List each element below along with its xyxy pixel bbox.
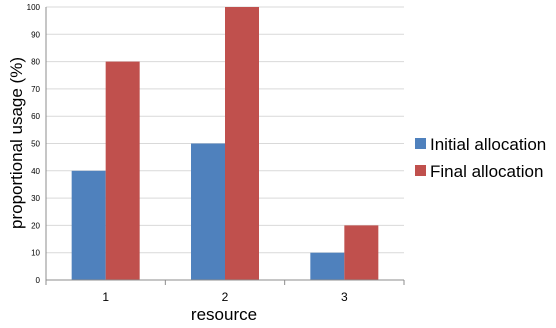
y-tick-label: 100 [27,3,41,12]
legend-swatch [415,165,426,176]
bar-final-allocation-1 [105,61,140,280]
y-tick-label: 0 [36,276,41,285]
y-tick-label: 50 [31,140,40,149]
x-tick-labels: 1 2 3 [102,290,348,304]
legend-swatch [415,138,426,149]
y-tick-label: 80 [31,58,40,67]
x-axis-title: resource [191,305,257,324]
x-tick-label: 3 [341,290,348,304]
legend: Initial allocation Final allocation [415,135,546,181]
y-tick-labels: 0 10 20 30 40 50 60 70 80 90 100 [27,3,41,285]
legend-label: Final allocation [430,162,543,181]
y-tick-label: 70 [31,85,40,94]
y-axis-title: proportional usage (%) [7,57,26,229]
y-tick-label: 30 [31,194,40,203]
y-tick-label: 60 [31,112,40,121]
bar-final-allocation-2 [225,7,259,280]
bar-initial-allocation-1 [71,170,106,280]
legend-label: Initial allocation [430,135,546,154]
bar-initial-allocation-2 [191,143,225,280]
bar-final-allocation-3 [344,225,379,280]
y-tick-label: 10 [31,249,40,258]
x-tick-label: 2 [222,290,229,304]
bar-initial-allocation-3 [310,252,345,280]
y-tick-label: 90 [31,30,40,39]
bars [71,7,379,280]
y-tick-label: 40 [31,167,40,176]
y-tick-label: 20 [31,221,40,230]
axes [45,7,405,285]
x-tick-label: 1 [102,290,109,304]
